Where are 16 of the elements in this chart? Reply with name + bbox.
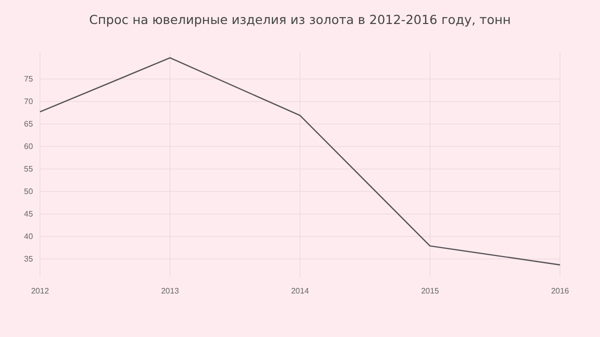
y-tick-label: 40: [24, 232, 34, 242]
x-tick-label: 2015: [421, 286, 440, 296]
y-tick-label: 35: [24, 254, 34, 264]
chart-title: Спрос на ювелирные изделия из золота в 2012-2016 году, тонн: [89, 12, 511, 27]
y-tick-label: 45: [24, 210, 34, 219]
y-tick-label: 60: [24, 142, 34, 152]
x-tick-label: 2013: [161, 286, 180, 296]
x-tick-label: 2014: [291, 286, 310, 296]
line-series: [39, 57, 561, 266]
x-tick-label: 2012: [31, 286, 50, 296]
y-tick-label: 65: [24, 120, 34, 129]
y-tick-label: 55: [24, 164, 34, 174]
x-tick-label: 2016: [551, 286, 570, 296]
y-tick-label: 70: [24, 97, 34, 106]
y-tick-label: 50: [24, 187, 34, 196]
y-tick-label: 75: [24, 74, 34, 84]
